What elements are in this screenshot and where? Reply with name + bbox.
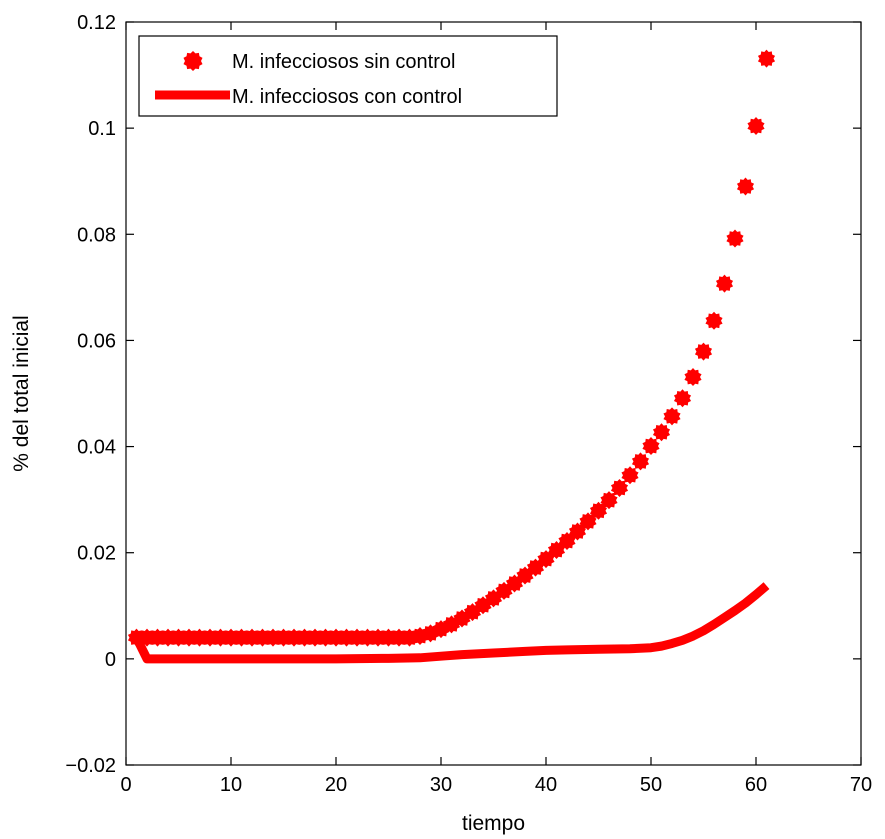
series-point-sin-control <box>537 550 555 569</box>
series-point-sin-control <box>547 541 566 560</box>
series-point-sin-control <box>327 628 345 647</box>
series-point-sin-control <box>169 628 188 647</box>
series-point-sin-control <box>316 628 335 647</box>
x-tick-label: 20 <box>325 774 347 796</box>
legend-label-sin-control: M. infecciosos sin control <box>232 51 455 73</box>
series-line-con-control <box>132 582 770 664</box>
y-tick-label: 0 <box>105 649 116 671</box>
x-tick-label: 70 <box>850 774 872 796</box>
legend: M. infecciosos sin control M. infecciosos… <box>138 35 558 117</box>
x-tick-label: 0 <box>120 774 131 796</box>
series-point-sin-control <box>201 628 219 647</box>
series-point-sin-control <box>610 478 629 497</box>
y-tick-label: 0.12 <box>77 12 116 34</box>
y-tick-label: 0.06 <box>77 330 116 352</box>
legend-marker-sin-control <box>183 51 203 71</box>
series-point-sin-control <box>673 389 692 408</box>
series-point-sin-control <box>663 407 681 426</box>
series-point-sin-control <box>694 342 713 361</box>
x-tick-label: 30 <box>430 774 452 796</box>
x-axis-label: tiempo <box>462 812 525 835</box>
series-point-sin-control <box>180 628 198 647</box>
y-tick-label: 0.08 <box>77 224 116 246</box>
y-tick-label: 0.04 <box>77 437 116 459</box>
series-point-sin-control <box>148 628 167 647</box>
legend-box <box>138 35 558 117</box>
y-axis-label: % del total inicial <box>10 315 33 471</box>
series-point-sin-control <box>306 628 324 647</box>
series-point-sin-control <box>600 491 618 510</box>
series-point-sin-control <box>757 49 776 68</box>
x-tick-label: 40 <box>535 774 557 796</box>
series-point-sin-control <box>726 229 744 248</box>
y-tick-label: 0.02 <box>77 543 116 565</box>
series-point-sin-control <box>190 628 209 647</box>
series-point-sin-control <box>379 628 398 647</box>
series-point-sin-control <box>253 628 272 647</box>
series-point-sin-control <box>642 437 660 456</box>
axes: 0 10 20 30 40 50 60 70−0.0200.020.040.060.080.1… <box>65 12 872 796</box>
y-tick-label: 0.1 <box>88 118 116 140</box>
series-point-sin-control <box>295 628 314 647</box>
y-tick-label: −0.02 <box>65 755 116 777</box>
x-tick-label: 10 <box>220 774 242 796</box>
series-point-sin-control <box>211 628 230 647</box>
series-point-sin-control <box>243 628 261 647</box>
series-point-sin-control <box>526 558 545 577</box>
series-point-sin-control <box>631 452 650 471</box>
series-point-sin-control <box>232 628 251 647</box>
series-point-sin-control <box>369 628 387 647</box>
series-point-sin-control <box>159 628 177 647</box>
series-point-sin-control <box>222 628 240 647</box>
series-point-sin-control <box>589 501 608 520</box>
plot-area <box>127 49 776 664</box>
x-tick-label: 50 <box>640 774 662 796</box>
series-point-sin-control <box>568 522 587 541</box>
series-point-sin-control <box>348 628 366 647</box>
series-point-sin-control <box>747 117 765 136</box>
legend-label-con-control: M. infecciosos con control <box>232 86 462 108</box>
series-point-sin-control <box>705 311 723 330</box>
x-tick-label: 60 <box>745 774 767 796</box>
plot-frame <box>125 21 862 766</box>
series-point-sin-control <box>264 628 282 647</box>
series-point-sin-control <box>715 274 734 293</box>
series-point-sin-control <box>358 628 377 647</box>
series-point-sin-control <box>736 177 755 196</box>
series-point-sin-control <box>558 532 576 551</box>
series-point-sin-control <box>337 628 356 647</box>
series-point-sin-control <box>285 628 303 647</box>
series-point-sin-control <box>579 512 597 531</box>
series-point-sin-control <box>621 466 639 485</box>
series-point-sin-control <box>274 628 293 647</box>
series-point-sin-control <box>684 368 702 387</box>
series-point-sin-control <box>652 423 671 442</box>
series-point-sin-control <box>390 628 408 647</box>
